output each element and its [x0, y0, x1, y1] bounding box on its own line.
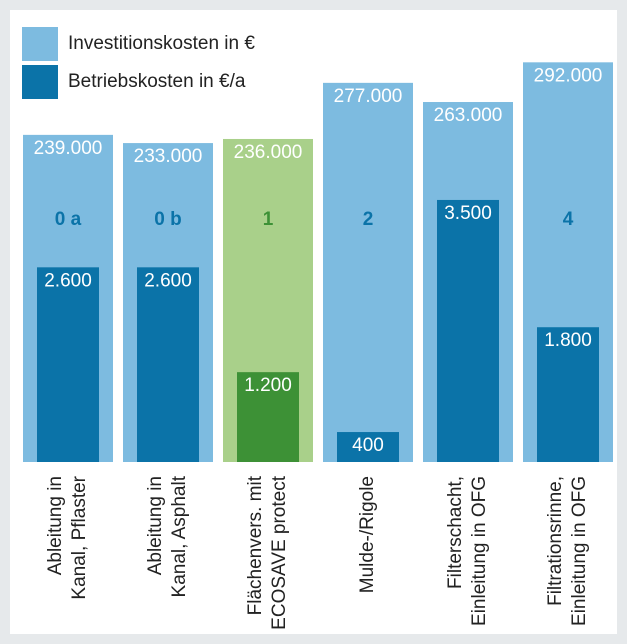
category-label: Einleitung in OFG — [569, 476, 590, 626]
value-label: 2.600 — [144, 270, 192, 291]
value-label: 2.600 — [44, 270, 92, 291]
value-label: 1.200 — [244, 375, 292, 396]
bar-code: 2 — [363, 209, 374, 230]
bar — [323, 82, 413, 462]
bar-code: 0 a — [55, 209, 82, 230]
value-label: 3.500 — [444, 203, 492, 224]
legend-swatch — [22, 27, 58, 61]
value-label: 239.000 — [34, 138, 103, 159]
category-label: Ableitung in — [45, 476, 66, 575]
category-label: Kanal, Pflaster — [69, 475, 90, 599]
value-label: 292.000 — [534, 65, 603, 86]
category-label: Kanal, Asphalt — [169, 475, 190, 597]
bar — [437, 199, 499, 462]
value-label: 400 — [352, 435, 384, 456]
value-label: 233.000 — [134, 146, 203, 167]
value-label: 1.800 — [544, 330, 592, 351]
bar-code: 4 — [563, 209, 574, 230]
category-label: Flächenvers. mit — [245, 475, 266, 615]
category-label: Filterschacht, — [445, 476, 466, 589]
legend-label: Betriebskosten in €/a — [68, 71, 246, 92]
bar — [537, 327, 599, 462]
value-label: 236.000 — [234, 142, 303, 163]
bar — [237, 372, 299, 462]
category-label: Ableitung in — [145, 476, 166, 575]
legend-label: Investitionskosten in € — [68, 33, 255, 54]
bar-code: 1 — [263, 209, 274, 230]
bar — [337, 432, 399, 462]
category-label: Filtrationsrinne, — [545, 476, 566, 606]
bar-code: 0 b — [154, 209, 181, 230]
category-label: Einleitung in OFG — [469, 476, 490, 626]
category-label: Mulde-/Rigole — [357, 476, 378, 593]
legend-swatch — [22, 65, 58, 99]
value-label: 263.000 — [434, 105, 503, 126]
bar — [37, 267, 99, 462]
bar — [137, 267, 199, 462]
value-label: 277.000 — [334, 86, 403, 107]
category-label: ECOSAVE protect — [269, 475, 290, 630]
